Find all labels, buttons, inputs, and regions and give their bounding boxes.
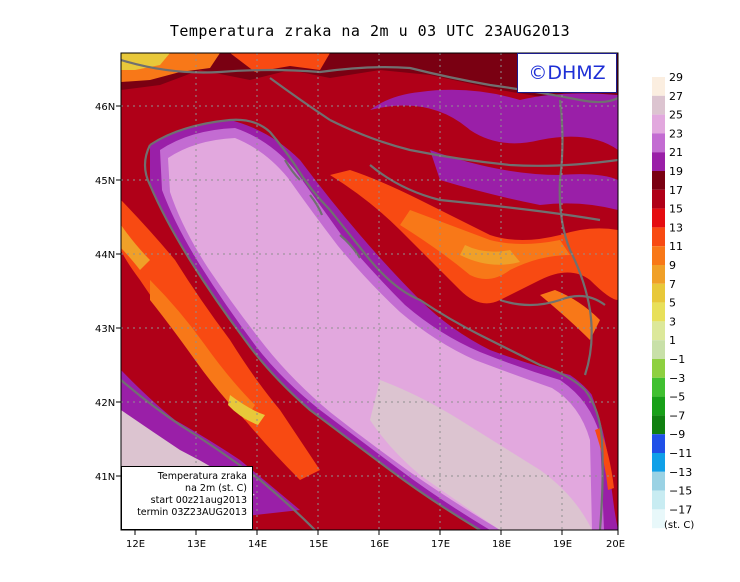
- colorbar-label: −11: [669, 447, 692, 460]
- colorbar-swatch: [652, 434, 665, 453]
- colorbar-swatch: [652, 77, 665, 96]
- colorbar-swatch: [652, 453, 665, 472]
- axis-ticks: [116, 105, 619, 535]
- info-line: na 2m (st. C): [185, 483, 247, 494]
- colorbar-swatch: [652, 95, 665, 115]
- info-box: Temperatura zraka na 2m (st. C) start 00…: [121, 466, 253, 530]
- colorbar-swatch: [652, 415, 665, 435]
- colorbar-label: 3: [669, 315, 676, 328]
- colorbar-label: 13: [669, 221, 683, 234]
- colorbar-label: 23: [669, 127, 683, 140]
- colorbar-label: −17: [669, 503, 692, 516]
- colorbar-swatch: [652, 283, 665, 303]
- colorbar-swatch: [652, 302, 665, 322]
- colorbar-swatch: [652, 396, 665, 416]
- lon-label: 19E: [553, 539, 572, 550]
- colorbar-swatch: [652, 152, 665, 171]
- info-line: Temperatura zraka: [157, 471, 247, 482]
- map-title: Temperatura zraka na 2m u 03 UTC 23AUG20…: [169, 22, 571, 40]
- lon-label: 17E: [431, 539, 450, 550]
- colorbar-swatch: [652, 377, 665, 397]
- colorbar-unit: (st. C): [664, 520, 694, 531]
- colorbar-label: −1: [669, 353, 685, 366]
- colorbar-label: 19: [669, 165, 683, 178]
- colorbar-swatch: [652, 321, 665, 341]
- info-line: start 00z21aug2013: [150, 495, 247, 506]
- colorbar-swatch: [652, 133, 665, 153]
- lat-label: 44N: [95, 250, 115, 261]
- colorbar-label: −15: [669, 485, 692, 498]
- colorbar-label: 25: [669, 109, 683, 122]
- lat-label: 43N: [95, 324, 115, 335]
- colorbar-swatch: [652, 114, 665, 134]
- colorbar-label: 7: [669, 278, 676, 291]
- coastlines-borders: [121, 58, 618, 530]
- colorbar-label: 21: [669, 146, 683, 159]
- dhmz-logo: ©DHMZ: [517, 53, 617, 93]
- lon-label: 16E: [370, 539, 389, 550]
- info-line: termin 03Z23AUG2013: [137, 507, 247, 518]
- colorbar-label: −3: [669, 372, 685, 385]
- colorbar-label: −13: [669, 466, 692, 479]
- colorbar-label: −9: [669, 428, 685, 441]
- colorbar-swatch: [652, 490, 665, 510]
- colorbar-label: 15: [669, 203, 683, 216]
- lon-label: 13E: [187, 539, 206, 550]
- colorbar-label: 27: [669, 90, 683, 103]
- lon-label: 18E: [492, 539, 511, 550]
- colorbar-swatch: [652, 227, 665, 247]
- colorbar-swatch: [652, 509, 665, 529]
- lat-label: 46N: [95, 102, 115, 113]
- colorbar-swatch: [652, 359, 665, 378]
- temperature-field: [121, 53, 618, 530]
- lat-label: 41N: [95, 472, 115, 483]
- lon-label: 15E: [309, 539, 328, 550]
- grid-lines: [121, 53, 618, 530]
- colorbar-swatch: [652, 265, 665, 284]
- colorbar-swatch: [652, 171, 665, 190]
- colorbar-label: 1: [669, 334, 676, 347]
- lat-label: 42N: [95, 398, 115, 409]
- colorbar-swatch: [652, 189, 665, 209]
- lon-label: 12E: [126, 539, 145, 550]
- colorbar-label: −7: [669, 409, 685, 422]
- colorbar-label: 17: [669, 184, 683, 197]
- colorbar-swatch: [652, 208, 665, 228]
- colorbar-label: 29: [669, 71, 683, 84]
- lon-label: 20E: [606, 539, 625, 550]
- colorbar-swatch: [652, 471, 665, 491]
- colorbar-label: 9: [669, 259, 676, 272]
- colorbar: 29 27 25 23 21 19 17 15 13 11 9 7 5 3 1 −1 −3 −5 −7 −9 −11 −1…: [652, 71, 692, 529]
- lon-label: 14E: [248, 539, 267, 550]
- colorbar-swatch: [652, 340, 665, 359]
- colorbar-label: 5: [669, 297, 676, 310]
- colorbar-label: −5: [669, 391, 685, 404]
- map-frame: [120, 52, 619, 531]
- colorbar-label: 11: [669, 240, 683, 253]
- colorbar-swatch: [652, 246, 665, 265]
- lat-label: 45N: [95, 176, 115, 187]
